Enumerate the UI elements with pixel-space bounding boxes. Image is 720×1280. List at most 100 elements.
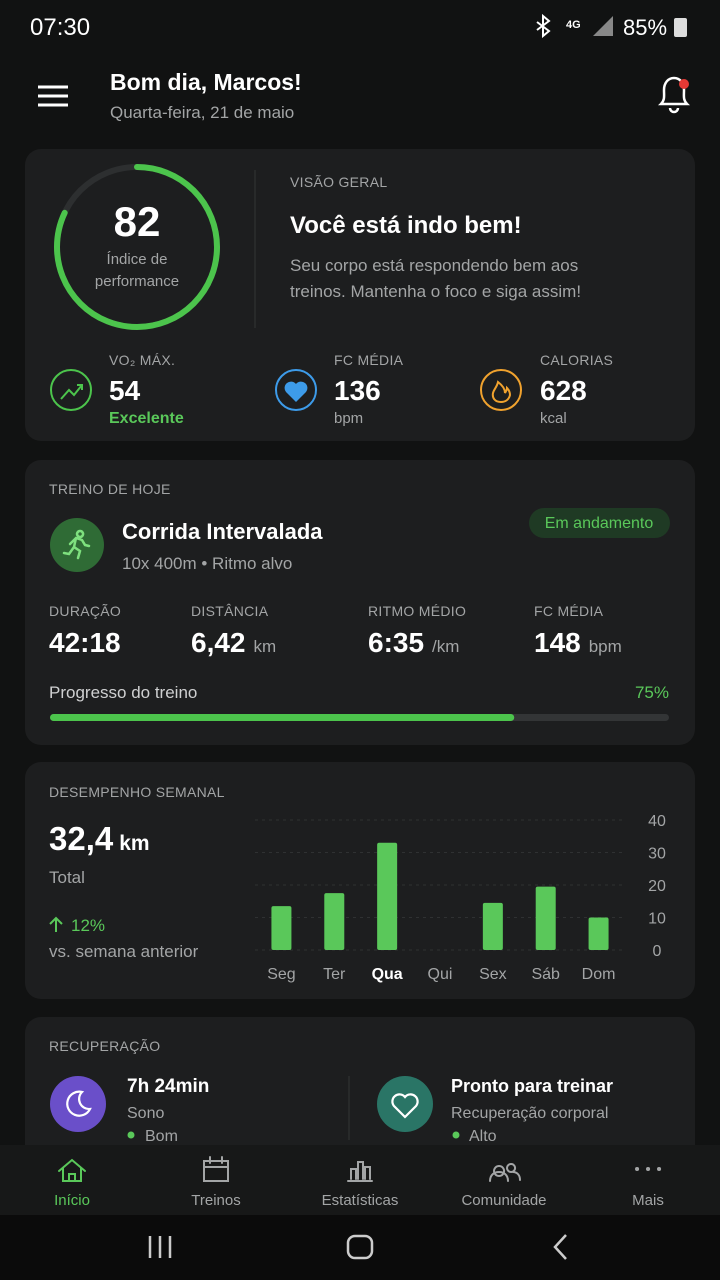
x-tick-label: Sex bbox=[479, 966, 507, 983]
nav-item[interactable]: Mais bbox=[632, 1167, 664, 1209]
stat-value: 6,42 bbox=[191, 627, 246, 658]
network-type: 4G bbox=[566, 19, 581, 31]
nav-label: Comunidade bbox=[461, 1192, 546, 1209]
signal-icon bbox=[593, 16, 613, 36]
nav-label: Estatísticas bbox=[322, 1192, 399, 1209]
heart-rate-icon bbox=[275, 369, 317, 411]
recents-button[interactable] bbox=[148, 1236, 172, 1258]
stat-label: RITMO MÉDIO bbox=[368, 603, 466, 619]
recovery-label: Sono bbox=[127, 1105, 164, 1122]
vo2-icon bbox=[50, 369, 92, 411]
menu-icon bbox=[38, 85, 68, 107]
overview-card bbox=[25, 149, 695, 441]
stat-value: 42:18 bbox=[49, 627, 121, 658]
workout-name: Corrida Intervalada bbox=[122, 519, 323, 544]
nav-item[interactable]: Início bbox=[54, 1158, 90, 1209]
y-tick-label: 10 bbox=[648, 911, 666, 928]
stat-unit: km bbox=[254, 637, 277, 656]
nav-icon bbox=[489, 1163, 521, 1182]
x-tick-label: Dom bbox=[582, 966, 616, 983]
y-tick-label: 20 bbox=[648, 878, 666, 895]
bar bbox=[588, 917, 609, 950]
stat: 148 bpm bbox=[534, 627, 622, 658]
stat-value: 6:35 bbox=[368, 627, 424, 658]
up-arrow bbox=[49, 916, 63, 932]
sleep-icon bbox=[50, 1076, 106, 1132]
x-tick-label: Qui bbox=[428, 966, 453, 983]
recovery-status: Bom bbox=[145, 1128, 178, 1145]
recovery-status: Alto bbox=[469, 1128, 497, 1145]
battery-icon bbox=[674, 18, 687, 37]
home-button[interactable] bbox=[346, 1234, 374, 1260]
stat-unit: /km bbox=[432, 637, 459, 656]
calories-icon bbox=[480, 369, 522, 411]
metric-label: VO₂ MÁX. bbox=[109, 352, 175, 368]
stat-label: DISTÂNCIA bbox=[191, 603, 269, 619]
nav-icon bbox=[203, 1156, 229, 1182]
stat: 6,42 km bbox=[191, 627, 276, 658]
recovery-value: Pronto para treinar bbox=[451, 1076, 613, 1096]
nav-label: Mais bbox=[632, 1192, 664, 1209]
nav-label: Início bbox=[54, 1192, 90, 1209]
system-nav bbox=[0, 1215, 720, 1280]
y-tick-label: 30 bbox=[648, 846, 666, 863]
nav-label: Treinos bbox=[191, 1192, 240, 1209]
bar bbox=[482, 902, 503, 950]
status-text: Em andamento bbox=[545, 515, 654, 532]
nav-icon bbox=[347, 1161, 373, 1182]
metric-note: Excelente bbox=[109, 410, 184, 427]
nav-item[interactable]: Comunidade bbox=[461, 1163, 547, 1209]
total-unit: km bbox=[119, 832, 149, 855]
battery-level: 85% bbox=[623, 15, 667, 40]
section-title: DESEMPENHO SEMANAL bbox=[49, 784, 225, 800]
score-value: 82 bbox=[114, 198, 161, 245]
weekly-chart: 0 10 20 30 40 Seg Ter Qua Qui Sex Sáb Dom bbox=[255, 813, 666, 983]
bar bbox=[535, 886, 556, 950]
notifications-button[interactable] bbox=[657, 76, 691, 114]
nav-item[interactable]: Estatísticas bbox=[322, 1161, 399, 1209]
readiness-icon bbox=[377, 1076, 433, 1132]
section-title: RECUPERAÇÃO bbox=[49, 1038, 160, 1054]
x-tick-label: Ter bbox=[323, 966, 346, 983]
y-tick-label: 0 bbox=[653, 943, 662, 960]
bluetooth-icon bbox=[536, 13, 551, 39]
metric-unit: bpm bbox=[334, 410, 363, 427]
menu-button[interactable] bbox=[38, 85, 68, 107]
stat: 6:35/km bbox=[368, 627, 459, 658]
weekly-card bbox=[25, 762, 695, 999]
metric-value: 628 bbox=[540, 375, 587, 406]
recovery-value: 7h 24min bbox=[127, 1076, 209, 1097]
progress-bar bbox=[50, 714, 515, 721]
runner-icon bbox=[62, 529, 91, 560]
workout-card[interactable] bbox=[25, 460, 695, 745]
status-time: 07:30 bbox=[30, 14, 90, 41]
weekly-total: 32,4 km bbox=[49, 820, 150, 857]
stat-label: FC MÉDIA bbox=[534, 603, 604, 619]
vo2-icon-arrow bbox=[60, 384, 83, 400]
status-dot bbox=[452, 1131, 460, 1139]
stat-label: DURAÇÃO bbox=[49, 603, 121, 619]
message: treinos. Mantenha o foco e siga assim! bbox=[290, 282, 581, 301]
calories-icon-flame bbox=[491, 380, 512, 404]
metric-unit: kcal bbox=[540, 410, 567, 427]
score-label: Índice de bbox=[107, 251, 168, 268]
stat: 42:18 bbox=[49, 627, 121, 658]
score-ring bbox=[54, 164, 220, 330]
stat-unit: bpm bbox=[589, 637, 622, 656]
workout-detail: 10x 400m • Ritmo alvo bbox=[122, 554, 292, 573]
metric-label: CALORIAS bbox=[540, 352, 613, 368]
total-label: Total bbox=[49, 868, 85, 887]
recovery-card bbox=[25, 1017, 695, 1177]
nav-item[interactable]: Treinos bbox=[191, 1156, 241, 1209]
status-badge bbox=[529, 508, 670, 538]
bar bbox=[324, 893, 345, 950]
stat-value: 148 bbox=[534, 627, 581, 658]
metric-value: 136 bbox=[334, 375, 381, 406]
metric-value: 54 bbox=[109, 375, 141, 406]
change-value: 12% bbox=[71, 916, 105, 935]
progress-label: Progresso do treino bbox=[49, 683, 197, 702]
heart-icon bbox=[391, 1093, 419, 1119]
score-label: performance bbox=[95, 273, 179, 290]
back-button[interactable] bbox=[553, 1234, 567, 1260]
workout-icon bbox=[50, 518, 104, 572]
